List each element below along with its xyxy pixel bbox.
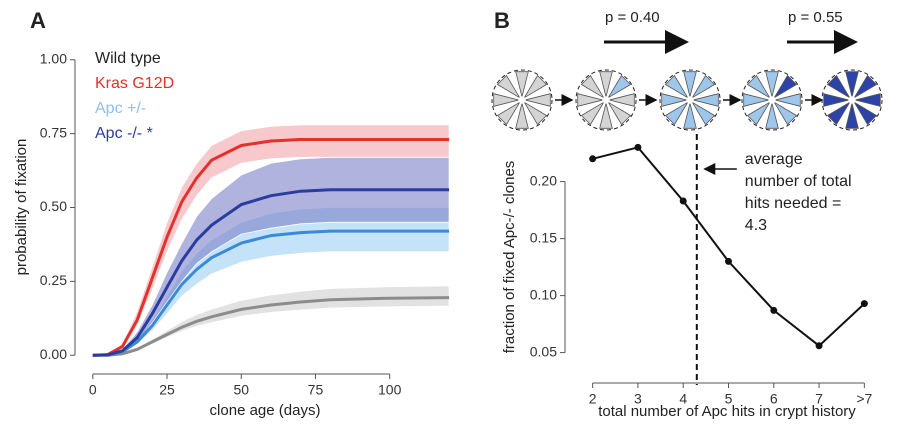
crypt-cell bbox=[823, 93, 849, 107]
point bbox=[589, 155, 597, 163]
crypt-outline bbox=[741, 69, 803, 131]
annotation: average bbox=[745, 151, 803, 168]
point bbox=[725, 257, 732, 265]
crypt-cell bbox=[746, 74, 770, 98]
annotation: number of total bbox=[745, 173, 852, 190]
y-tick-label: 0.50 bbox=[40, 198, 67, 214]
crypt-cell bbox=[608, 102, 632, 126]
y-tick-label: 0.20 bbox=[530, 172, 557, 188]
x-tick-label: 0 bbox=[89, 382, 97, 398]
x-tick-label: >7 bbox=[856, 391, 872, 407]
confidence-band bbox=[92, 124, 450, 356]
crypt-outline bbox=[491, 69, 553, 131]
x-tick-label: 2 bbox=[589, 391, 597, 407]
crypt-cell bbox=[599, 71, 613, 97]
point bbox=[815, 342, 823, 350]
crypt-outline bbox=[821, 69, 883, 131]
crypt-cell bbox=[664, 74, 688, 98]
annotation: 4.3 bbox=[745, 217, 767, 234]
x-axis-title: total number of Apc hits in crypt histor… bbox=[598, 403, 856, 420]
crypt-cell bbox=[496, 102, 520, 126]
y-tick-label: 0.75 bbox=[40, 124, 67, 140]
crypt-cell bbox=[692, 102, 716, 126]
y-axis-title: fraction of fixed Apc-/- clones bbox=[501, 161, 518, 354]
panel-label: B bbox=[494, 8, 510, 33]
crypt-cell bbox=[683, 71, 697, 97]
x-tick-label: 100 bbox=[378, 382, 402, 398]
crypt-cell bbox=[609, 93, 635, 107]
crypt-cell bbox=[765, 103, 779, 129]
crypt-cell bbox=[743, 93, 769, 107]
x-tick-label: 75 bbox=[308, 382, 324, 398]
y-tick-label: 0.25 bbox=[40, 272, 67, 288]
crypt-cell bbox=[746, 102, 770, 126]
x-tick-label: 4 bbox=[679, 391, 687, 407]
crypt-cell bbox=[515, 71, 529, 97]
line bbox=[92, 138, 450, 357]
crypt-diagram bbox=[491, 69, 883, 131]
crypt-cell bbox=[774, 74, 798, 98]
crypt-cell bbox=[661, 93, 687, 107]
x-tick-label: 50 bbox=[233, 382, 249, 398]
legend-label: Apc +/- bbox=[95, 100, 146, 117]
y-tick-label: 0.10 bbox=[530, 286, 557, 302]
y-tick-label: 0.05 bbox=[530, 343, 557, 359]
crypt-cell bbox=[855, 93, 881, 107]
crypt-cell bbox=[683, 103, 697, 129]
crypt-cell bbox=[845, 103, 859, 129]
crypt-cell bbox=[580, 74, 604, 98]
y-tick-label: 0.00 bbox=[40, 346, 67, 362]
crypt-cell bbox=[493, 93, 519, 107]
point bbox=[679, 197, 687, 205]
crypt-cell bbox=[693, 93, 719, 107]
crypt-cell bbox=[524, 74, 548, 98]
annotation: hits needed = bbox=[745, 195, 842, 212]
crypt-cell bbox=[524, 102, 548, 126]
y-tick-label: 1.00 bbox=[40, 50, 67, 66]
crypt-cell bbox=[608, 74, 632, 98]
crypt-outline bbox=[659, 69, 721, 131]
point bbox=[860, 300, 868, 308]
x-tick-label: 7 bbox=[815, 391, 823, 407]
legend-label: Wild type bbox=[95, 50, 161, 67]
legend-label: Kras G12D bbox=[95, 75, 174, 92]
y-tick-label: 0.15 bbox=[530, 229, 557, 245]
crypt-cell bbox=[854, 74, 878, 98]
crypt-cell bbox=[765, 71, 779, 97]
crypt-cell bbox=[774, 102, 798, 126]
crypt-cell bbox=[525, 93, 551, 107]
x-tick-label: 25 bbox=[159, 382, 175, 398]
x-tick-label: 3 bbox=[634, 391, 642, 407]
crypt-cell bbox=[692, 74, 716, 98]
crypt-outline bbox=[575, 69, 637, 131]
x-tick-label: 6 bbox=[770, 391, 778, 407]
y-axis-title: probability of fixation bbox=[13, 139, 30, 276]
crypt-cell bbox=[496, 74, 520, 98]
line bbox=[92, 229, 450, 357]
line bbox=[92, 296, 450, 357]
x-tick-label: 5 bbox=[725, 391, 733, 407]
legend-label: Apc -/- * bbox=[95, 125, 153, 142]
point bbox=[770, 306, 778, 314]
crypt-cell bbox=[580, 102, 604, 126]
crypt-cell bbox=[775, 93, 801, 107]
crypt-cell bbox=[826, 102, 850, 126]
transition-probability: p = 0.40 bbox=[605, 9, 660, 26]
point bbox=[634, 143, 642, 151]
line bbox=[92, 188, 450, 357]
crypt-cell bbox=[826, 74, 850, 98]
confidence-band bbox=[92, 285, 450, 356]
panel-label: A bbox=[30, 8, 46, 33]
crypt-cell bbox=[854, 102, 878, 126]
transition-probability: p = 0.55 bbox=[788, 9, 843, 26]
crypt-cell bbox=[577, 93, 603, 107]
crypt-cell bbox=[664, 102, 688, 126]
crypt-cell bbox=[845, 71, 859, 97]
x-axis-title: clone age (days) bbox=[210, 402, 321, 419]
crypt-cell bbox=[515, 103, 529, 129]
crypt-cell bbox=[599, 103, 613, 129]
